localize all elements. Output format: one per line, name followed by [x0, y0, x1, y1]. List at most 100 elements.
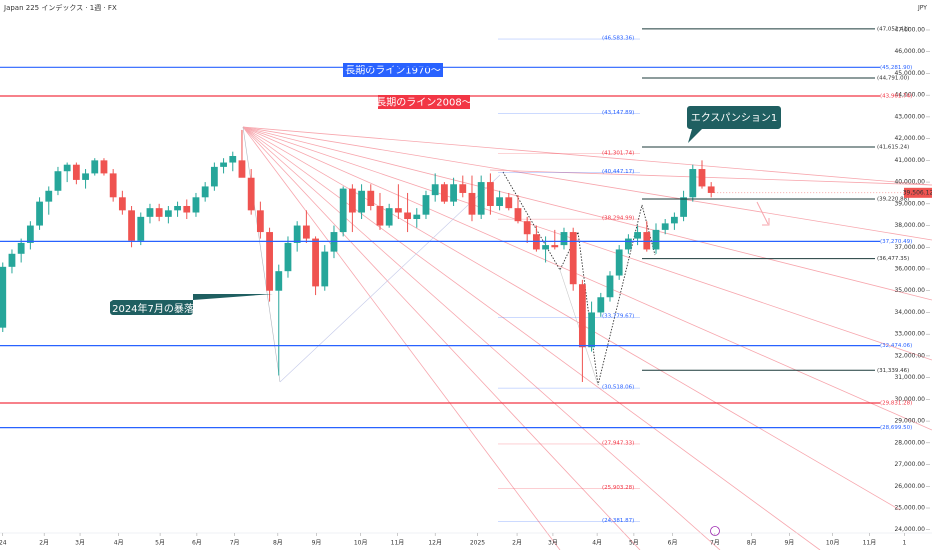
candle-body	[63, 164, 71, 172]
candle-body	[348, 188, 356, 213]
candle-body	[302, 225, 310, 239]
x-tick-label: 8月	[273, 540, 283, 547]
candle-body	[523, 221, 531, 235]
annotation: 長期のライン2008～	[376, 95, 472, 109]
y-tick-label: 35,000.00	[894, 287, 925, 294]
y-tick-label: 36,000.00	[894, 265, 925, 272]
y-tick-label: 39,000.00	[894, 200, 925, 207]
x-tick-label: 7月	[710, 540, 720, 547]
fib-label: (30,518.06)	[602, 385, 634, 391]
candle-body	[606, 275, 614, 298]
candle-body	[201, 186, 209, 198]
candle-body	[514, 208, 522, 222]
last-price-tag	[904, 187, 932, 198]
candle-body	[680, 197, 687, 217]
candle-body	[293, 225, 301, 243]
candle-body	[8, 253, 16, 267]
y-tick-label: 40,000.00	[894, 179, 925, 186]
candle-body	[404, 212, 411, 220]
candle-body	[36, 201, 43, 226]
candle-body	[542, 245, 549, 250]
candle-body	[82, 173, 89, 180]
x-tick-label: 6月	[192, 540, 202, 547]
y-tick-label: 33,000.00	[894, 331, 925, 338]
candle-body	[634, 232, 641, 239]
x-tick-label: 5月	[629, 540, 639, 547]
fib-label: (33,779.67)	[602, 314, 634, 320]
y-tick-label: 43,000.00	[894, 113, 925, 120]
candle-body	[689, 169, 697, 198]
candle-body	[670, 216, 678, 224]
y-tick-label: 25,000.00	[894, 505, 925, 512]
callout: 2024年7月の暴落	[110, 294, 273, 315]
level-label: (41,615.24)	[877, 144, 909, 150]
y-tick-label: 46,000.00	[894, 48, 925, 55]
candle-body	[624, 238, 632, 250]
y-tick-label: 27,000.00	[894, 461, 925, 468]
candle-body	[118, 197, 126, 211]
x-tick-label: 8月	[747, 540, 757, 547]
candle-body	[413, 214, 421, 220]
fib-label: (27,947.33)	[602, 440, 634, 446]
candle-body	[615, 249, 623, 276]
annotation-text: 長期のライン2008～	[376, 97, 471, 109]
candle-body	[72, 164, 80, 180]
candle-body	[0, 266, 7, 328]
candle-body	[128, 210, 135, 241]
annotation: 長期のライン1970～	[343, 63, 443, 77]
candle-body	[155, 208, 163, 217]
currency: JPY	[917, 5, 927, 12]
candle-body	[321, 251, 329, 287]
candle-body	[468, 192, 476, 215]
candle-body	[109, 173, 117, 198]
candle-body	[275, 271, 283, 291]
candle-body	[698, 169, 706, 187]
candle-body	[45, 190, 53, 202]
x-tick-label: 9月	[784, 540, 794, 547]
callout: エクスパンション1	[687, 106, 781, 143]
candle-body	[220, 162, 227, 167]
candle-body	[229, 156, 237, 163]
y-tick-label: 41,000.00	[894, 157, 925, 164]
y-tick-label: 24,000.00	[894, 526, 925, 533]
candle-body	[247, 177, 255, 211]
level-label: (36,477.35)	[877, 256, 909, 262]
candle-body	[339, 188, 347, 233]
candle-body	[431, 184, 439, 196]
candle-body	[17, 242, 25, 254]
candle-body	[266, 232, 273, 291]
candle-body	[385, 208, 393, 226]
level-label: (31,339.46)	[877, 368, 909, 374]
level-label: (37,270.49)	[880, 239, 912, 245]
y-tick-label: 28,000.00	[894, 439, 925, 446]
y-tick-label: 30,000.00	[894, 396, 925, 403]
annotation-text: エクスパンション1	[691, 112, 778, 124]
candle-body	[477, 182, 485, 215]
x-tick-label: 3月	[548, 540, 558, 547]
level-label: (43,961.74)	[880, 94, 912, 100]
candle-body	[551, 245, 559, 248]
x-tick-label: 12月	[428, 540, 442, 547]
fib-label: (25,903.28)	[602, 485, 634, 491]
annotation-text: 長期のライン1970～	[345, 65, 440, 77]
last-price-label: 39,506.12	[903, 189, 932, 196]
annotation-text: 2024年7月の暴落	[112, 302, 194, 315]
chart-title: Japan 225 インデックス · 1週 · FX	[3, 3, 117, 12]
candle-body	[440, 184, 448, 202]
y-tick-label: 38,000.00	[894, 222, 925, 229]
x-tick-label: 1	[902, 540, 906, 547]
level-label: (39,220.88)	[877, 197, 909, 203]
x-tick-label: 10月	[826, 540, 840, 547]
candle-body	[597, 297, 605, 313]
x-tick-label: 4月	[114, 540, 124, 547]
candle-body	[358, 190, 365, 213]
candle-body	[643, 232, 651, 250]
x-tick-label: 24	[0, 540, 7, 547]
candle-body	[174, 205, 181, 211]
fib-label: (24,381.87)	[602, 518, 634, 524]
x-tick-label: 7月	[230, 540, 240, 547]
candle-body	[376, 205, 384, 226]
candle-body	[394, 208, 402, 213]
candle-body	[312, 238, 319, 287]
